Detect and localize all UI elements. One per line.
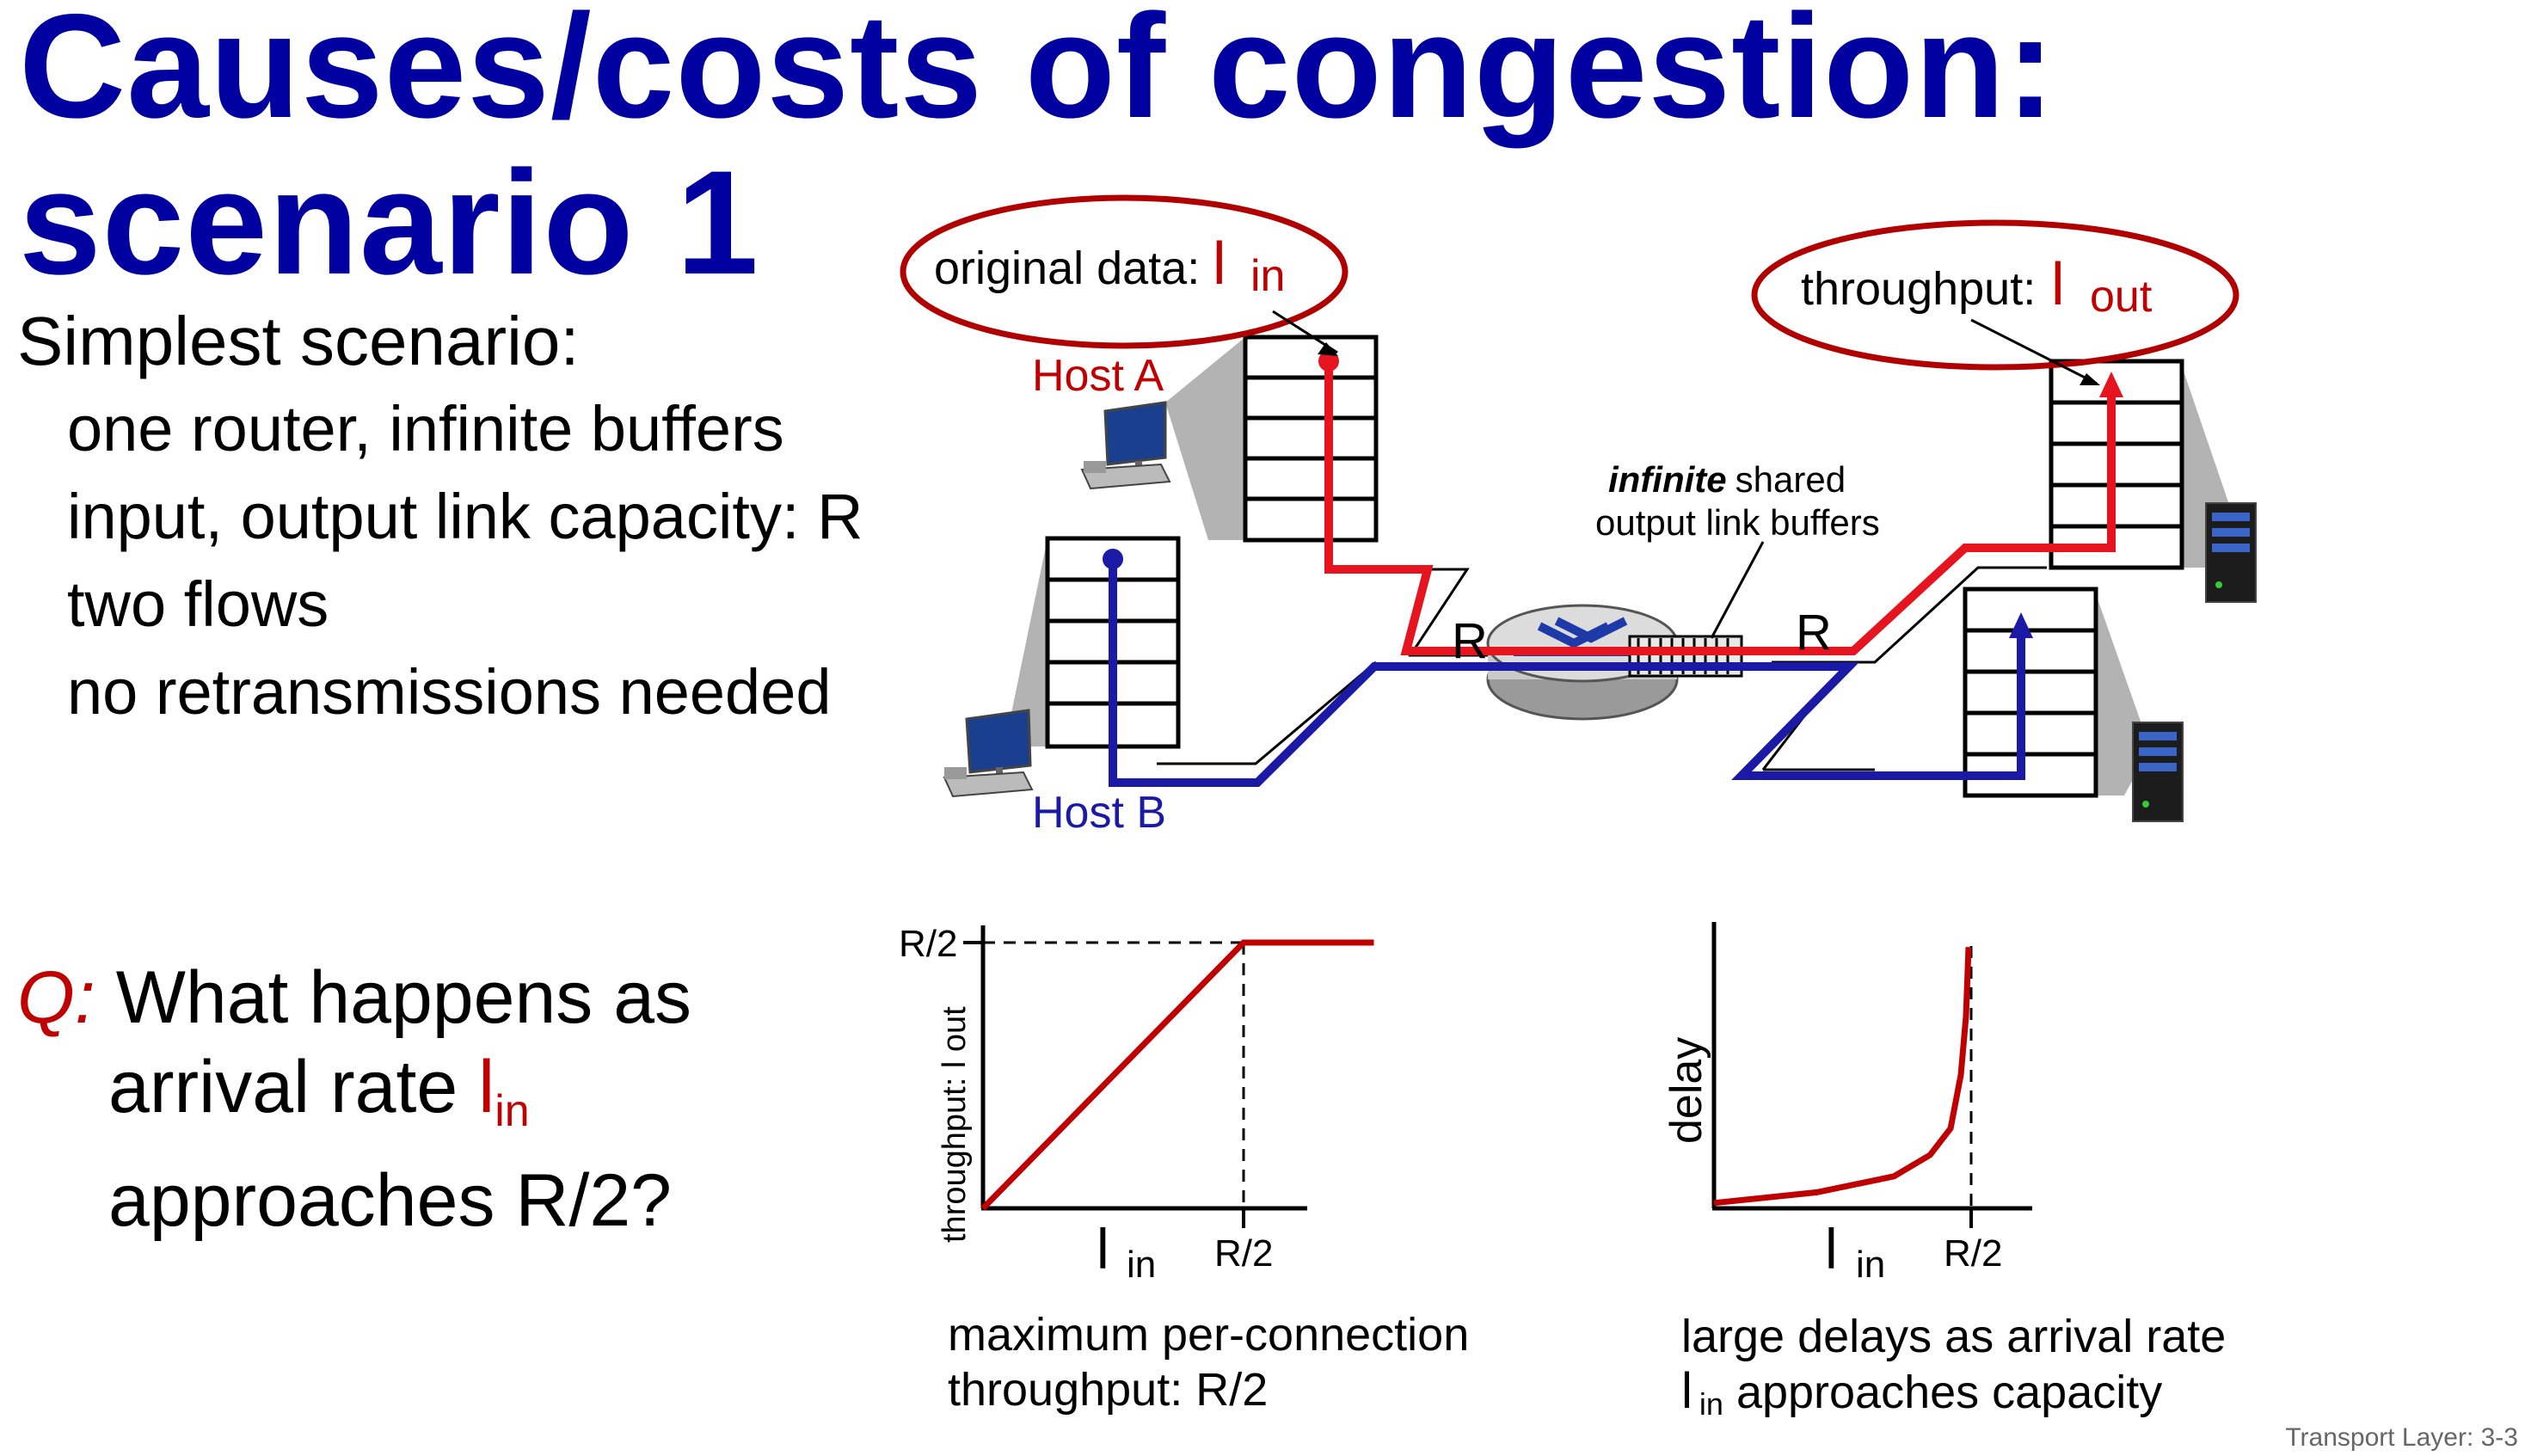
host-a-link-shadow: [1165, 337, 1245, 540]
buffer-label-line1: infinite shared: [1608, 459, 1846, 500]
slide-footer: Transport Layer: 3-3: [2285, 1423, 2518, 1452]
chart2-x-label-sub: in: [1856, 1244, 1885, 1286]
chart2-y-label: delay: [1662, 1037, 1711, 1144]
chart2-caption-sub: in: [1699, 1386, 1723, 1422]
question-block: Q: What happens as arrival rate lin appr…: [17, 953, 691, 1245]
bullet-item: two flows: [67, 568, 329, 640]
bullet-item: no retransmissions needed: [67, 656, 832, 728]
throughput-pointer-head: [2080, 373, 2100, 385]
chart2-x-label-lambda: l: [1825, 1217, 1838, 1281]
chart2-caption-lambda: l: [1681, 1363, 1693, 1419]
bullets-heading: Simplest scenario:: [17, 303, 580, 379]
original-data-pointer-head: [1318, 342, 1338, 356]
chart1-y-label: throughput: l out: [937, 1006, 973, 1243]
bullet-item: input, output link capacity: R: [67, 481, 863, 552]
slide-title: Causes/costs of congestion: scenario 1: [19, 0, 2056, 305]
host-b-label: Host B: [1032, 788, 1166, 838]
original-data-lambda: l: [1213, 230, 1226, 297]
throughput-label: throughput:: [1801, 263, 2036, 315]
host-a-flow-path: [1324, 361, 2116, 655]
host-a-flow-arrowhead: [2099, 372, 2123, 397]
original-data-label: original data:: [934, 243, 1200, 294]
question-line2: arrival rate: [108, 1046, 458, 1128]
host-b-link-shadow: [1006, 538, 1047, 746]
server-2-icon: [2132, 722, 2184, 822]
throughput-subscript: out: [2090, 272, 2153, 322]
chart2-caption-line1: large delays as arrival rate: [1681, 1311, 2227, 1362]
original-data-subscript: in: [1250, 251, 1285, 301]
buffer-label-shared: shared: [1736, 459, 1846, 500]
link-capacity-right: R: [1796, 605, 1832, 660]
throughput-pointer: [1970, 318, 2098, 385]
buffer-label-infinite: infinite: [1608, 459, 1727, 500]
question-marker: Q:: [17, 956, 95, 1039]
host-b-computer-icon: [943, 709, 1034, 798]
lambda-symbol: l: [478, 1046, 495, 1128]
host-b-flow-path: [1109, 559, 2025, 787]
throughput-ellipse: [1751, 219, 2239, 371]
host-a-flow-origin: [1318, 351, 1339, 372]
throughput-lambda: l: [2051, 250, 2065, 317]
chart1-caption-line2: throughput: R/2: [948, 1364, 1269, 1416]
throughput-chart: R/2 R/2 l in throughput: l out: [899, 923, 1374, 1286]
scenario-bullets: Simplest scenario: one router, infinite …: [17, 298, 863, 736]
chart2-caption-line2: approaches capacity: [1736, 1367, 2163, 1418]
delay-chart: R/2 l in delay: [1662, 922, 2032, 1286]
chart1-x-tick-label: R/2: [1214, 1232, 1273, 1275]
question-line3: approaches R/2?: [108, 1159, 672, 1242]
chart1-y-tick-label: R/2: [899, 923, 957, 965]
question-line1: What happens as: [115, 956, 692, 1039]
buffer-pointer: [1710, 541, 1765, 639]
receiver-1-buffer: [2049, 359, 2184, 570]
host-b-flow-arrowhead: [2009, 612, 2033, 638]
host-a-label: Host A: [1032, 351, 1164, 401]
chart2-caption: large delays as arrival rate l in approac…: [1681, 1309, 2226, 1432]
chart2-series-line: [1713, 947, 1972, 1207]
chart2-x-tick-label: R/2: [1944, 1232, 2002, 1275]
chart1-caption: maximum per-connection throughput: R/2: [948, 1307, 1469, 1417]
chart1-x-label-sub: in: [1127, 1244, 1156, 1286]
chart1-series-line: [980, 939, 1374, 1211]
receiver-2-buffer: [1963, 587, 2098, 798]
buffer-label-line2: output link buffers: [1595, 502, 1880, 543]
bullet-item: one router, infinite buffers: [67, 393, 784, 464]
host-b-flow-origin: [1103, 549, 1123, 569]
server-1-icon: [2205, 502, 2257, 603]
host-a-computer-icon: [1080, 401, 1171, 490]
chart1-caption-line1: maximum per-connection: [948, 1309, 1470, 1361]
lambda-subscript: in: [495, 1086, 530, 1136]
chart1-x-label-lambda: l: [1097, 1217, 1109, 1281]
link-capacity-left: R: [1452, 613, 1488, 669]
original-data-ellipse: [900, 194, 1349, 349]
host-a-buffer: [1243, 335, 1379, 543]
